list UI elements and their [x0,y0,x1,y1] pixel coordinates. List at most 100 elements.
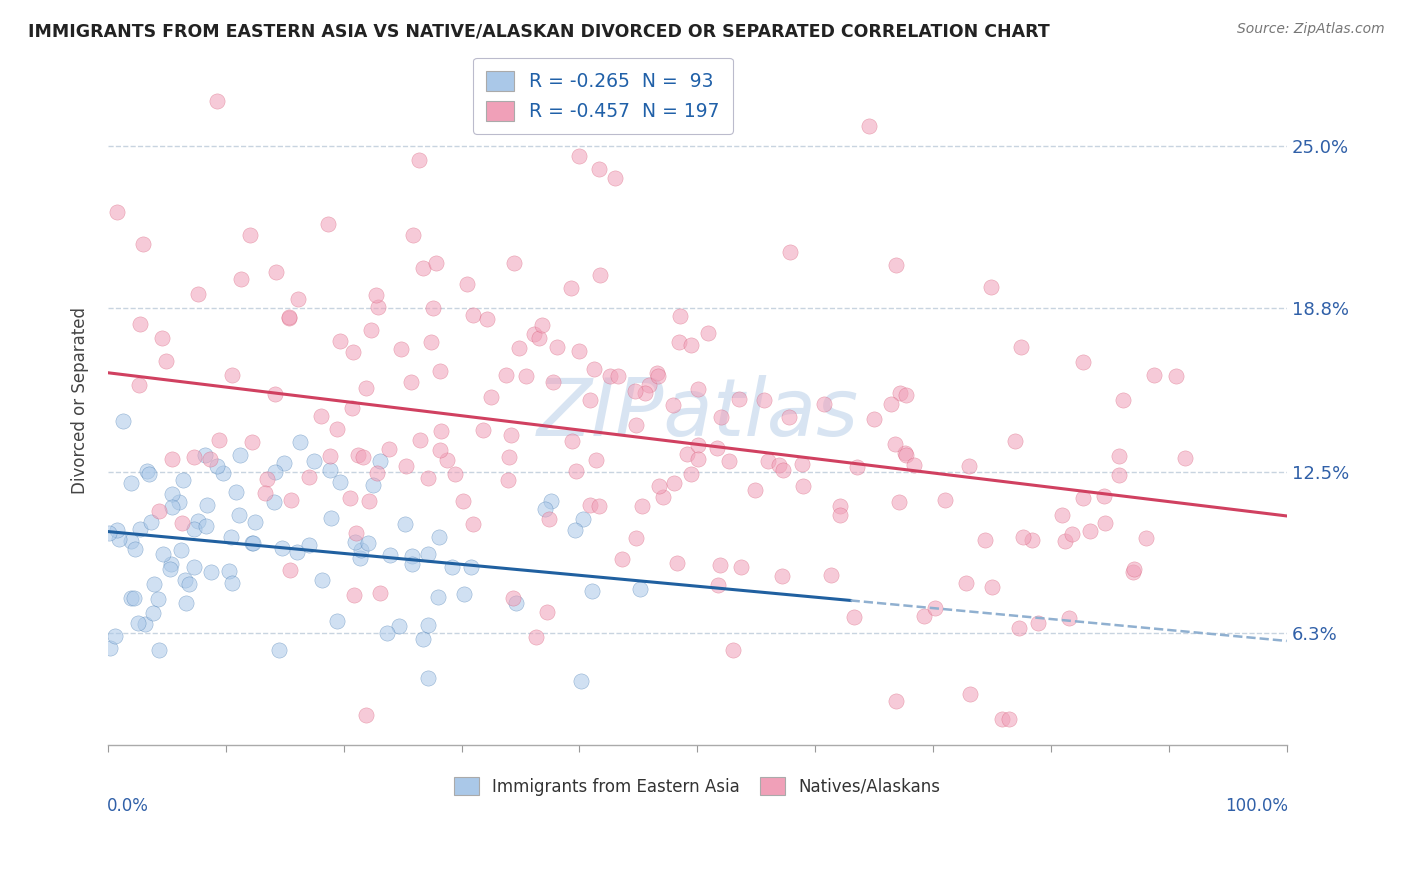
Point [828,508,851,523]
Point [278,310,301,325]
Point [536,605,558,619]
Point [1008,621,1031,635]
Point [991,712,1014,726]
Point [287,292,309,306]
Point [647,366,669,380]
Point [1062,527,1084,541]
Point [177,577,200,591]
Point [263,495,285,509]
Point [394,516,416,531]
Text: IMMIGRANTS FROM EASTERN ASIA VS NATIVE/ALASKAN DIVORCED OR SEPARATED CORRELATION: IMMIGRANTS FROM EASTERN ASIA VS NATIVE/A… [28,22,1050,40]
Point [98,640,121,655]
Point [361,477,384,491]
Point [456,277,478,291]
Point [194,449,217,463]
Point [603,170,626,185]
Point [666,556,689,570]
Point [461,308,484,322]
Point [1071,354,1094,368]
Point [412,632,434,646]
Point [105,523,128,537]
Point [298,470,321,484]
Point [256,472,278,486]
Point [706,578,728,592]
Point [273,457,295,471]
Point [425,255,447,269]
Point [652,490,675,504]
Point [453,587,475,601]
Point [380,549,402,563]
Point [568,149,591,163]
Point [183,450,205,464]
Point [416,548,439,562]
Point [564,464,586,478]
Point [479,390,502,404]
Point [128,378,150,392]
Point [326,614,349,628]
Point [845,459,868,474]
Point [395,458,418,473]
Point [515,368,537,383]
Point [1073,491,1095,505]
Point [354,381,377,395]
Point [538,512,561,526]
Point [416,671,439,685]
Point [830,499,852,513]
Text: ZIPatlas: ZIPatlas [536,375,859,453]
Point [756,454,779,468]
Point [505,596,527,610]
Point [277,310,299,325]
Point [884,694,907,708]
Point [242,535,264,549]
Point [270,541,292,555]
Point [401,558,423,572]
Point [343,534,366,549]
Point [211,466,233,480]
Point [688,438,710,452]
Point [412,261,434,276]
Point [638,378,661,392]
Point [628,582,651,597]
Point [416,618,439,632]
Point [280,493,302,508]
Point [302,454,325,468]
Point [934,493,956,508]
Point [583,361,606,376]
Point [588,162,610,177]
Point [496,473,519,487]
Point [579,392,602,407]
Point [430,425,453,439]
Point [624,417,647,432]
Point [339,491,361,505]
Point [221,576,243,591]
Point [148,643,170,657]
Point [460,559,482,574]
Point [288,434,311,449]
Point [884,258,907,272]
Point [502,591,524,605]
Point [1112,392,1135,407]
Point [183,560,205,574]
Point [325,422,347,436]
Point [648,479,671,493]
Point [1143,368,1166,382]
Point [340,401,363,415]
Point [1004,434,1026,449]
Point [389,342,412,356]
Point [342,589,364,603]
Point [564,523,586,537]
Point [316,217,339,231]
Point [142,607,165,621]
Point [124,541,146,556]
Point [160,558,183,572]
Point [709,410,731,425]
Point [278,563,301,577]
Point [368,454,391,468]
Point [429,442,451,457]
Point [174,573,197,587]
Point [195,519,218,533]
Point [624,384,647,398]
Point [524,631,547,645]
Point [138,467,160,481]
Point [120,591,142,605]
